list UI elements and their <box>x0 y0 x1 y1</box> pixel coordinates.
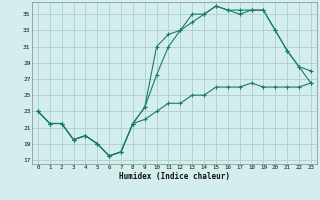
X-axis label: Humidex (Indice chaleur): Humidex (Indice chaleur) <box>119 172 230 181</box>
